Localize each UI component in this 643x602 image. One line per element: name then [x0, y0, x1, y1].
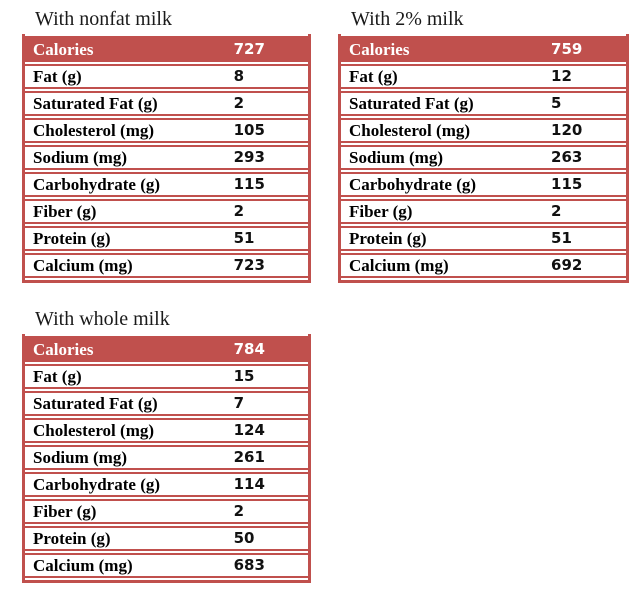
row-label-cell: Protein (g) — [341, 226, 550, 251]
row-label-cell: Cholesterol (mg) — [25, 418, 232, 443]
table-row: Sodium (mg) 261 — [25, 445, 308, 470]
row-value-cell: 8 — [231, 64, 308, 89]
header-label-cell: Calories — [25, 336, 232, 362]
row-label-cell: Saturated Fat (g) — [25, 91, 232, 116]
header-value-cell: 784 — [231, 336, 308, 362]
row-label-cell: Calcium (mg) — [341, 253, 550, 278]
row-label-cell: Cholesterol (mg) — [25, 118, 232, 143]
table-title: With 2% milk — [351, 8, 464, 30]
table-row: Saturated Fat (g) 2 — [25, 91, 308, 116]
table-row: Sodium (mg) 263 — [341, 145, 626, 170]
table-row: Carbohydrate (g) 115 — [341, 172, 626, 197]
row-label-cell: Sodium (mg) — [25, 445, 232, 470]
header-value-cell: 727 — [231, 36, 308, 62]
row-label-cell: Cholesterol (mg) — [341, 118, 550, 143]
row-label-cell: Carbohydrate (g) — [25, 172, 232, 197]
table-row: Calcium (mg) 683 — [25, 553, 308, 578]
table-title: With whole milk — [35, 308, 170, 330]
header-value-cell: 759 — [549, 36, 626, 62]
table-row: Fat (g) 12 — [341, 64, 626, 89]
row-label-cell: Protein (g) — [25, 526, 232, 551]
row-value-cell: 2 — [231, 499, 308, 524]
table-row: Cholesterol (mg) 120 — [341, 118, 626, 143]
nutrition-table: Calories 727 Fat (g) 8 Saturated Fat (g) 2 C… — [22, 34, 311, 283]
row-label-cell: Fiber (g) — [25, 199, 232, 224]
row-label-cell: Sodium (mg) — [25, 145, 232, 170]
row-value-cell: 723 — [231, 253, 308, 278]
row-value-cell: 12 — [549, 64, 626, 89]
row-label-cell: Fiber (g) — [341, 199, 550, 224]
table-row: Cholesterol (mg) 105 — [25, 118, 308, 143]
table-row: Carbohydrate (g) 115 — [25, 172, 308, 197]
row-label-cell: Carbohydrate (g) — [25, 472, 232, 497]
row-value-cell: 15 — [231, 364, 308, 389]
row-label-cell: Fat (g) — [25, 364, 232, 389]
table-row: Calcium (mg) 723 — [25, 253, 308, 278]
row-value-cell: 114 — [231, 472, 308, 497]
table-row: Sodium (mg) 293 — [25, 145, 308, 170]
header-label-cell: Calories — [25, 36, 232, 62]
row-label-cell: Calcium (mg) — [25, 253, 232, 278]
table-row: Fiber (g) 2 — [25, 499, 308, 524]
nutrition-table: Calories 759 Fat (g) 12 Saturated Fat (g) 5… — [338, 34, 629, 283]
table-title: With nonfat milk — [35, 8, 172, 30]
row-label-cell: Fat (g) — [25, 64, 232, 89]
table-row: Carbohydrate (g) 114 — [25, 472, 308, 497]
row-value-cell: 105 — [231, 118, 308, 143]
row-value-cell: 120 — [549, 118, 626, 143]
table-row: Saturated Fat (g) 7 — [25, 391, 308, 416]
table-row: Protein (g) 51 — [341, 226, 626, 251]
table-row: Cholesterol (mg) 124 — [25, 418, 308, 443]
row-label-cell: Saturated Fat (g) — [25, 391, 232, 416]
table-row: Protein (g) 50 — [25, 526, 308, 551]
row-value-cell: 2 — [549, 199, 626, 224]
row-label-cell: Sodium (mg) — [341, 145, 550, 170]
nutrition-table: Calories 784 Fat (g) 15 Saturated Fat (g) 7… — [22, 334, 311, 583]
row-value-cell: 115 — [231, 172, 308, 197]
table-row: Fat (g) 8 — [25, 64, 308, 89]
header-row: Calories 759 — [341, 36, 626, 62]
row-value-cell: 124 — [231, 418, 308, 443]
table-row: Protein (g) 51 — [25, 226, 308, 251]
row-value-cell: 50 — [231, 526, 308, 551]
table-row: Fat (g) 15 — [25, 364, 308, 389]
row-value-cell: 2 — [231, 199, 308, 224]
row-label-cell: Fat (g) — [341, 64, 550, 89]
row-value-cell: 115 — [549, 172, 626, 197]
table-row: Calcium (mg) 692 — [341, 253, 626, 278]
row-value-cell: 261 — [231, 445, 308, 470]
header-label-cell: Calories — [341, 36, 550, 62]
row-label-cell: Protein (g) — [25, 226, 232, 251]
header-row: Calories 727 — [25, 36, 308, 62]
row-label-cell: Carbohydrate (g) — [341, 172, 550, 197]
row-value-cell: 5 — [549, 91, 626, 116]
header-row: Calories 784 — [25, 336, 308, 362]
row-value-cell: 293 — [231, 145, 308, 170]
row-value-cell: 692 — [549, 253, 626, 278]
row-label-cell: Fiber (g) — [25, 499, 232, 524]
table-row: Fiber (g) 2 — [341, 199, 626, 224]
nutrition-table-panel-2-percent-milk: With 2% milk Calories 759 Fat (g) 12 Satur… — [338, 7, 629, 283]
row-label-cell: Saturated Fat (g) — [341, 91, 550, 116]
nutrition-table-panel-nonfat-milk: With nonfat milk Calories 727 Fat (g) 8 Sa… — [22, 7, 311, 283]
table-row: Fiber (g) 2 — [25, 199, 308, 224]
row-value-cell: 263 — [549, 145, 626, 170]
row-value-cell: 7 — [231, 391, 308, 416]
row-label-cell: Calcium (mg) — [25, 553, 232, 578]
table-row: Saturated Fat (g) 5 — [341, 91, 626, 116]
row-value-cell: 2 — [231, 91, 308, 116]
row-value-cell: 51 — [549, 226, 626, 251]
nutrition-table-panel-whole-milk: With whole milk Calories 784 Fat (g) 15 Sa… — [22, 307, 311, 583]
row-value-cell: 51 — [231, 226, 308, 251]
row-value-cell: 683 — [231, 553, 308, 578]
